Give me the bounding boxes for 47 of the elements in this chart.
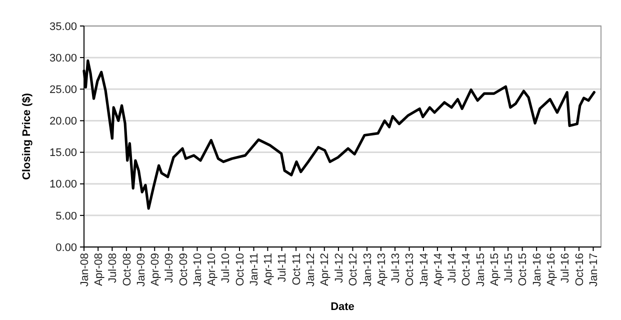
y-tick-label: 30.00 [49, 52, 77, 64]
x-tick-label: Apr-11 [262, 253, 275, 286]
x-tick-label: Jul-16 [560, 253, 572, 283]
x-tick-label: Jul-15 [502, 253, 515, 283]
x-tick-label: Jan-12 [305, 253, 318, 287]
x-tick-label: Jan-14 [418, 253, 430, 287]
y-tick-label: 15.00 [49, 147, 77, 160]
x-tick-label: Apr-10 [206, 253, 218, 286]
x-tick-label: Jul-14 [446, 253, 458, 283]
y-axis-title: Closing Price ($) [21, 92, 33, 180]
y-tick-label: 35.00 [49, 20, 77, 33]
x-tick-label: Jul-12 [333, 253, 346, 283]
x-tick-label: Apr-12 [319, 253, 332, 286]
x-tick-label: Apr-14 [432, 253, 444, 286]
y-tick-label: 20.00 [49, 116, 77, 128]
x-tick-label: Apr-16 [546, 253, 558, 286]
x-tick-label: Jan-15 [474, 253, 487, 287]
x-tick-label: Jul-08 [107, 253, 120, 283]
x-tick-label: Apr-15 [488, 253, 501, 286]
x-tick-label: Apr-09 [149, 253, 162, 286]
x-tick-label: Jan-17 [588, 253, 600, 287]
x-tick-label: Oct-12 [348, 253, 360, 286]
y-tick-label: 10.00 [49, 178, 77, 191]
x-tick-label: Jan-10 [192, 253, 204, 287]
x-tick-label: Oct-14 [460, 253, 473, 286]
x-tick-label: Jul-09 [164, 253, 176, 283]
x-tick-label: Oct-08 [121, 253, 134, 286]
x-tick-label: Oct-11 [290, 253, 303, 286]
x-tick-label: Jul-10 [220, 253, 232, 283]
x-tick-label: Jan-08 [78, 253, 91, 287]
y-tick-label: 25.00 [49, 84, 77, 96]
x-tick-label: Jul-13 [390, 253, 402, 283]
x-tick-label: Jan-16 [531, 253, 544, 287]
y-tick-label: 0.00 [56, 242, 77, 254]
x-tick-label: Jan-13 [362, 253, 374, 287]
x-tick-label: Jan-11 [248, 253, 261, 286]
x-axis-title: Date [330, 301, 354, 313]
x-tick-label: Oct-15 [517, 253, 530, 286]
x-tick-label: Apr-08 [92, 253, 105, 286]
x-tick-label: Oct-10 [234, 253, 246, 286]
x-tick-label: Oct-09 [178, 253, 190, 286]
x-tick-label: Oct-16 [574, 253, 586, 286]
x-tick-label: Oct-13 [404, 253, 416, 286]
x-tick-label: Jul-11 [276, 253, 289, 282]
x-tick-label: Jan-09 [136, 253, 148, 287]
y-tick-label: 5.00 [56, 210, 77, 222]
x-tick-label: Apr-13 [376, 253, 388, 286]
